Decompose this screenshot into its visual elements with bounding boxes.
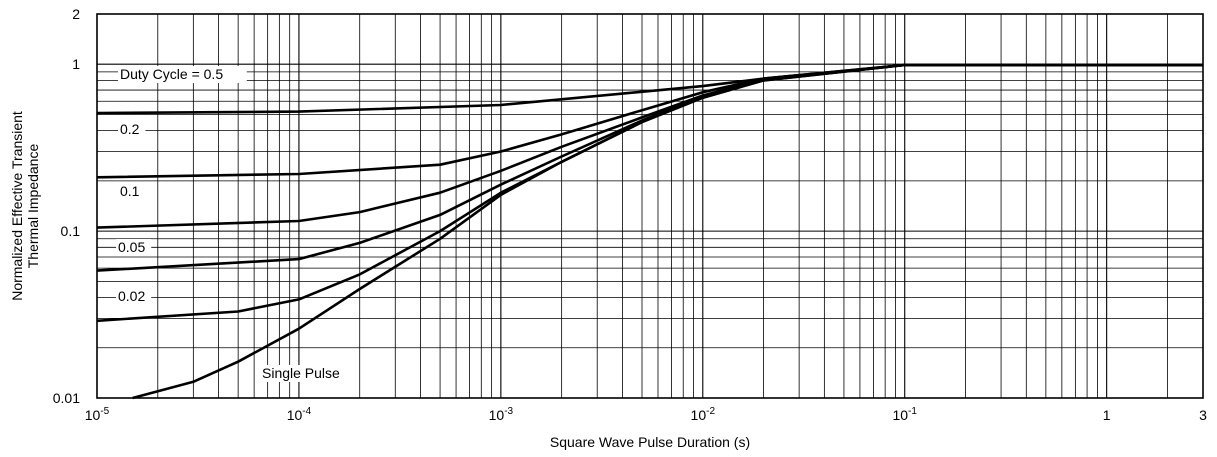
series-label-bg [118, 121, 146, 138]
series-line-2 [96, 63, 1203, 229]
x-tick-label: 1 [1103, 407, 1111, 423]
series-label-bg [116, 288, 152, 305]
tick-layer: 10-5 10-4 10-3 10-2 10-1 1 3 2 1 0.1 0.01 [53, 6, 1207, 423]
series-label-5: Single Pulse [262, 365, 340, 381]
series-label-0: Duty Cycle = 0.5 [120, 66, 223, 82]
y-axis-title-line-1: Normalized Effective Transient [9, 111, 25, 301]
label-layer: Duty Cycle = 0.5 0.2 0.1 0.05 0.02 Single Pul… [116, 66, 358, 382]
x-tick-label: 10-1 [892, 406, 917, 423]
plot-frame [96, 13, 1204, 399]
series-label-bg [116, 239, 152, 256]
series-label-1: 0.2 [120, 121, 140, 137]
x-tick-label: 10-2 [691, 406, 716, 423]
series-line-3 [96, 63, 1203, 272]
grid-layer [97, 14, 1203, 398]
x-tick-label: 10-5 [85, 406, 110, 423]
series-label-bg [118, 183, 146, 200]
series-label-bg [118, 66, 247, 83]
series-label-3: 0.05 [118, 239, 145, 255]
x-axis-title: Square Wave Pulse Duration (s) [550, 434, 750, 450]
x-tick-label: 10-3 [489, 406, 514, 423]
y-tick-label: 0.01 [53, 390, 80, 406]
y-tick-label: 1 [72, 56, 80, 72]
series-line-4 [96, 63, 1203, 323]
y-tick-label: 0.1 [61, 223, 81, 239]
series-layer [96, 63, 1203, 400]
series-line-5 [132, 63, 1203, 400]
y-tick-label: 2 [72, 6, 80, 22]
series-label-bg [260, 365, 358, 382]
series-label-4: 0.02 [118, 288, 145, 304]
x-tick-label: 3 [1199, 407, 1207, 423]
series-label-2: 0.1 [120, 183, 140, 199]
x-tick-label: 10-4 [287, 406, 312, 423]
y-axis-title-line-2: Thermal Impedance [25, 144, 41, 269]
series-line-1 [96, 63, 1203, 179]
